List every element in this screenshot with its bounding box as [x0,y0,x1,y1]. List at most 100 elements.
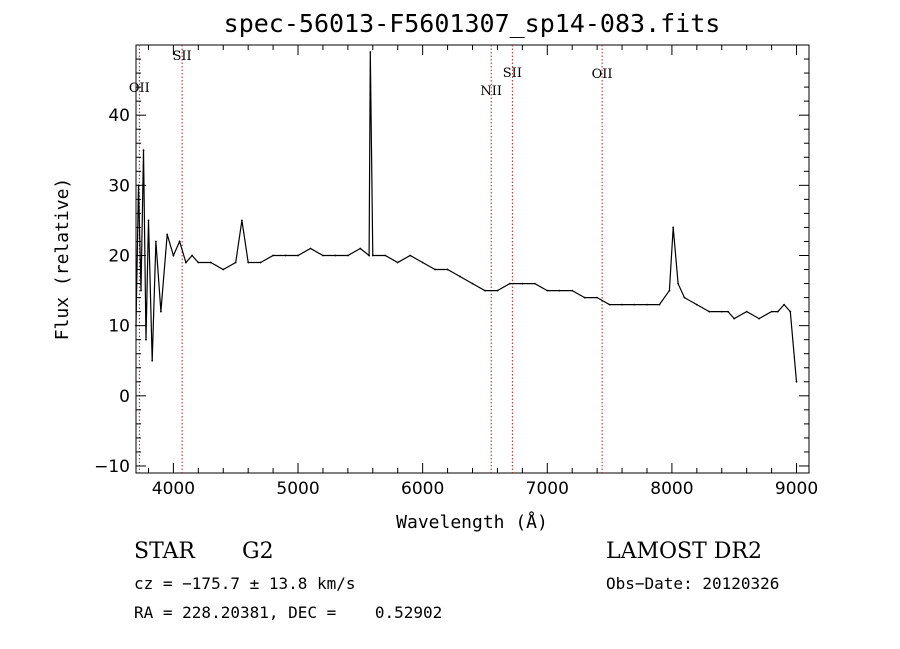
flux-point [421,261,424,264]
flux-point [209,261,212,264]
flux-point [783,303,785,306]
flux-point [234,261,237,264]
x-tick-label-5: 9000 [775,479,818,499]
flux-point [795,380,798,383]
flux-point [384,254,387,257]
flux-point [334,254,337,257]
flux-point [135,324,137,327]
flux-point [309,247,312,250]
chart-title: spec-56013-F5601307_sp14-083.fits [224,9,721,38]
flux-point [546,289,549,292]
redshift-velocity: cz = −175.7 ± 13.8 km/s [134,574,356,593]
flux-point [720,310,723,313]
flux-point [166,233,169,236]
x-tick-label-4: 8000 [650,479,693,499]
flux-series-line-0 [135,51,798,382]
flux-point [297,254,299,257]
flux-point [646,303,648,306]
flux-point [658,303,661,306]
x-tick-label-1: 5000 [276,479,319,499]
flux-point [745,310,748,313]
flux-point [571,289,574,292]
x-tick-label-3: 7000 [526,479,569,499]
flux-point [533,282,536,285]
x-tick-label-2: 6000 [401,479,444,499]
flux-point [151,359,154,362]
flux-point [259,261,262,264]
flux-point [140,289,142,292]
flux-point [241,219,243,222]
flux-series-group [135,51,798,383]
flux-point [733,317,736,320]
flux-point [608,303,611,306]
flux-point [459,275,461,278]
emission-line-label-3: SII [503,66,522,81]
flux-point [409,254,412,257]
axis-ticks: 4000 5000 6000 7000 8000 9000 −10 0 10 20 30 40 [94,45,818,499]
x-axis-label: Wavelength (Å) [396,511,548,533]
emission-line-label-0: OII [129,81,150,96]
flux-point [197,261,200,264]
flux-point [284,254,287,257]
flux-point [484,289,486,292]
y-tick-label-2: 10 [108,317,130,337]
flux-point [371,254,374,257]
flux-point [369,51,372,53]
flux-point [142,149,145,152]
flux-point [446,268,449,271]
flux-point [359,247,362,250]
y-tick-label-0: −10 [94,457,130,477]
flux-point [758,317,760,320]
flux-point [672,226,675,229]
ra-dec-coordinates: RA = 228.20381, DEC = 0.52902 [134,603,443,622]
emission-line-label-4: OII [592,67,613,82]
x-tick-label-0: 4000 [152,479,195,499]
observation-date: Obs−Date: 20120326 [606,574,780,593]
flux-point [147,219,150,222]
flux-point [521,282,524,285]
flux-point [596,296,598,299]
flux-point [621,303,623,306]
flux-point [155,240,157,243]
flux-point [178,240,181,243]
object-class: STAR [134,539,195,564]
y-tick-label-5: 40 [108,106,130,126]
flux-point [247,261,250,264]
flux-point [633,303,636,306]
flux-point [185,261,187,264]
flux-point [727,310,729,313]
flux-point [322,254,324,257]
flux-point [558,289,561,292]
flux-point [770,310,773,313]
flux-point [471,282,474,285]
flux-point [137,184,140,187]
flux-point [496,289,499,292]
flux-point [172,254,175,257]
y-tick-label-3: 20 [108,246,130,266]
flux-point [789,310,792,313]
flux-point [509,282,511,285]
flux-point [695,303,698,306]
flux-point [368,254,370,257]
flux-point [434,268,436,271]
flux-point [776,310,779,313]
flux-point [272,254,274,257]
flux-point [683,296,686,299]
flux-point [583,296,586,299]
y-tick-label-4: 30 [108,176,130,196]
survey-label: LAMOST DR2 [606,539,762,564]
flux-point [396,261,399,264]
emission-line-label-1: SII [173,49,192,64]
plot-frame [135,44,810,474]
flux-point [145,338,147,341]
emission-line-label-2: NII [480,84,502,99]
flux-point [191,254,194,257]
flux-point [708,310,711,313]
flux-point [160,310,162,313]
flux-point [347,254,349,257]
flux-point [668,289,671,292]
flux-point [677,282,679,285]
object-subclass: G2 [242,539,274,564]
y-tick-label-1: 0 [119,387,130,407]
